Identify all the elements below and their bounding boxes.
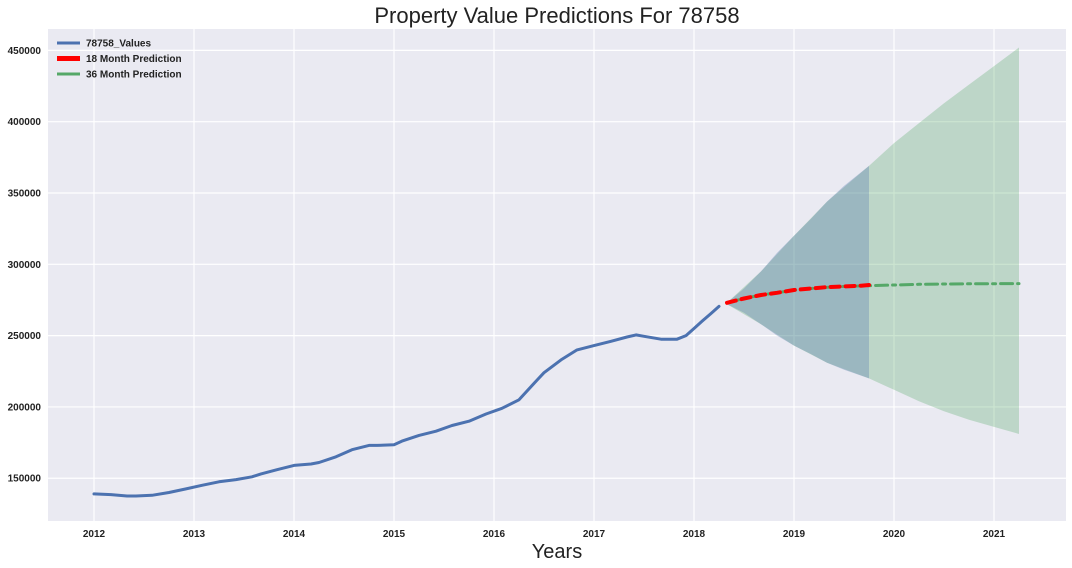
- y-tick-label: 150000: [8, 474, 42, 485]
- confidence-bands: [727, 47, 1019, 434]
- legend-label: 18 Month Prediction: [86, 54, 182, 65]
- y-tick-label: 250000: [8, 331, 42, 342]
- y-tick-label: 350000: [8, 189, 42, 200]
- plot-area: [48, 29, 1066, 521]
- y-axis-ticks: 150000 200000 250000 300000 350000 400000 4500…: [8, 46, 42, 485]
- y-tick-label: 200000: [8, 402, 42, 413]
- chart-title: Property Value Predictions For 78758: [374, 3, 739, 28]
- series-line-18-month-prediction: [725, 283, 871, 305]
- x-tick-label: 2014: [283, 529, 306, 540]
- gridlines: [48, 29, 1066, 521]
- series-lines: [92, 282, 1021, 498]
- x-tick-label: 2015: [383, 529, 406, 540]
- x-tick-label: 2017: [583, 529, 606, 540]
- x-axis-label: Years: [532, 541, 582, 563]
- confidence-band-18-month: [727, 165, 869, 379]
- series-line-78758-values: [92, 304, 721, 498]
- legend: 78758_Values 18 Month Prediction 36 Month …: [57, 39, 182, 81]
- y-tick-label: 400000: [8, 117, 42, 128]
- y-tick-label: 450000: [8, 46, 42, 57]
- x-axis-ticks: 2012 2013 2014 2015 2016 2017 2018 2019 2020 2021: [83, 529, 1006, 540]
- x-tick-label: 2018: [683, 529, 706, 540]
- legend-label: 36 Month Prediction: [86, 70, 182, 81]
- x-tick-label: 2016: [483, 529, 506, 540]
- y-tick-label: 300000: [8, 260, 42, 271]
- legend-label: 78758_Values: [86, 39, 151, 50]
- x-tick-label: 2019: [783, 529, 806, 540]
- x-tick-label: 2021: [983, 529, 1006, 540]
- x-tick-label: 2020: [883, 529, 906, 540]
- x-tick-label: 2013: [183, 529, 206, 540]
- x-tick-label: 2012: [83, 529, 106, 540]
- confidence-band-36-month: [727, 47, 1019, 434]
